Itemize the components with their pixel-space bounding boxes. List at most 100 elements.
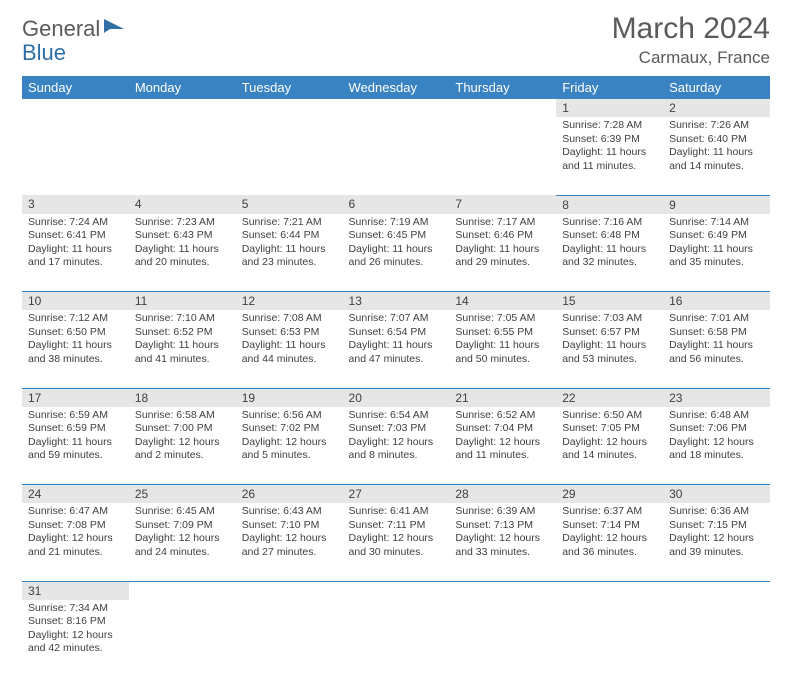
- sunset: Sunset: 7:03 PM: [349, 422, 444, 436]
- sunset: Sunset: 7:06 PM: [669, 422, 764, 436]
- daylight: Daylight: 12 hours and 8 minutes.: [349, 436, 444, 463]
- day-number: 29: [556, 485, 663, 504]
- sunrise: Sunrise: 6:52 AM: [455, 409, 550, 423]
- day-cell: Sunrise: 6:54 AMSunset: 7:03 PMDaylight:…: [343, 407, 450, 485]
- weekday-header: Tuesday: [236, 76, 343, 99]
- day-number: 22: [556, 388, 663, 407]
- sunset: Sunset: 6:54 PM: [349, 326, 444, 340]
- day-cell: Sunrise: 7:14 AMSunset: 6:49 PMDaylight:…: [663, 214, 770, 292]
- logo-flag-icon: [104, 19, 126, 35]
- day-number: 8: [556, 195, 663, 214]
- sunrise: Sunrise: 7:21 AM: [242, 216, 337, 230]
- daylight: Daylight: 11 hours and 56 minutes.: [669, 339, 764, 366]
- daylight: Daylight: 11 hours and 32 minutes.: [562, 243, 657, 270]
- sunrise: Sunrise: 6:59 AM: [28, 409, 123, 423]
- day-number: 14: [449, 292, 556, 311]
- sunrise: Sunrise: 7:28 AM: [562, 119, 657, 133]
- day-number: [129, 99, 236, 117]
- weekday-header: Monday: [129, 76, 236, 99]
- day-content-row: Sunrise: 7:34 AMSunset: 8:16 PMDaylight:…: [22, 600, 770, 678]
- sunset: Sunset: 6:53 PM: [242, 326, 337, 340]
- weekday-header-row: SundayMondayTuesdayWednesdayThursdayFrid…: [22, 76, 770, 99]
- daylight: Daylight: 11 hours and 14 minutes.: [669, 146, 764, 173]
- day-number: [236, 99, 343, 117]
- day-cell: Sunrise: 6:41 AMSunset: 7:11 PMDaylight:…: [343, 503, 450, 581]
- day-cell: [663, 600, 770, 678]
- day-cell: Sunrise: 7:28 AMSunset: 6:39 PMDaylight:…: [556, 117, 663, 195]
- day-cell: [236, 600, 343, 678]
- day-cell: [449, 117, 556, 195]
- day-cell: [449, 600, 556, 678]
- day-cell: Sunrise: 6:39 AMSunset: 7:13 PMDaylight:…: [449, 503, 556, 581]
- logo-text-general: General: [22, 16, 100, 42]
- sunset: Sunset: 6:58 PM: [669, 326, 764, 340]
- sunrise: Sunrise: 7:26 AM: [669, 119, 764, 133]
- day-cell: Sunrise: 7:26 AMSunset: 6:40 PMDaylight:…: [663, 117, 770, 195]
- sunrise: Sunrise: 7:14 AM: [669, 216, 764, 230]
- day-number: [663, 581, 770, 600]
- day-content-row: Sunrise: 6:47 AMSunset: 7:08 PMDaylight:…: [22, 503, 770, 581]
- sunset: Sunset: 6:55 PM: [455, 326, 550, 340]
- sunrise: Sunrise: 6:41 AM: [349, 505, 444, 519]
- day-cell: [236, 117, 343, 195]
- day-cell: Sunrise: 6:59 AMSunset: 6:59 PMDaylight:…: [22, 407, 129, 485]
- daylight: Daylight: 12 hours and 21 minutes.: [28, 532, 123, 559]
- day-cell: Sunrise: 7:34 AMSunset: 8:16 PMDaylight:…: [22, 600, 129, 678]
- sunset: Sunset: 7:15 PM: [669, 519, 764, 533]
- day-number: 17: [22, 388, 129, 407]
- title-block: March 2024 Carmaux, France: [612, 12, 770, 68]
- day-number: [449, 99, 556, 117]
- sunset: Sunset: 7:04 PM: [455, 422, 550, 436]
- day-cell: Sunrise: 6:37 AMSunset: 7:14 PMDaylight:…: [556, 503, 663, 581]
- daylight: Daylight: 12 hours and 39 minutes.: [669, 532, 764, 559]
- day-content-row: Sunrise: 7:12 AMSunset: 6:50 PMDaylight:…: [22, 310, 770, 388]
- day-cell: Sunrise: 7:23 AMSunset: 6:43 PMDaylight:…: [129, 214, 236, 292]
- day-cell: Sunrise: 7:12 AMSunset: 6:50 PMDaylight:…: [22, 310, 129, 388]
- sunset: Sunset: 6:46 PM: [455, 229, 550, 243]
- day-number: 3: [22, 195, 129, 214]
- daylight: Daylight: 11 hours and 50 minutes.: [455, 339, 550, 366]
- sunrise: Sunrise: 7:24 AM: [28, 216, 123, 230]
- day-cell: Sunrise: 6:58 AMSunset: 7:00 PMDaylight:…: [129, 407, 236, 485]
- day-cell: Sunrise: 6:47 AMSunset: 7:08 PMDaylight:…: [22, 503, 129, 581]
- day-number: 10: [22, 292, 129, 311]
- day-cell: Sunrise: 6:56 AMSunset: 7:02 PMDaylight:…: [236, 407, 343, 485]
- day-number: 1: [556, 99, 663, 117]
- day-number: [236, 581, 343, 600]
- day-cell: [129, 600, 236, 678]
- daynum-row: 3456789: [22, 195, 770, 214]
- day-cell: Sunrise: 7:17 AMSunset: 6:46 PMDaylight:…: [449, 214, 556, 292]
- weekday-header: Saturday: [663, 76, 770, 99]
- day-cell: Sunrise: 7:05 AMSunset: 6:55 PMDaylight:…: [449, 310, 556, 388]
- sunset: Sunset: 6:44 PM: [242, 229, 337, 243]
- sunrise: Sunrise: 6:47 AM: [28, 505, 123, 519]
- daylight: Daylight: 11 hours and 41 minutes.: [135, 339, 230, 366]
- day-cell: Sunrise: 7:08 AMSunset: 6:53 PMDaylight:…: [236, 310, 343, 388]
- day-number: 27: [343, 485, 450, 504]
- daynum-row: 10111213141516: [22, 292, 770, 311]
- day-number: 28: [449, 485, 556, 504]
- day-number: 4: [129, 195, 236, 214]
- sunset: Sunset: 7:05 PM: [562, 422, 657, 436]
- daylight: Daylight: 12 hours and 11 minutes.: [455, 436, 550, 463]
- sunrise: Sunrise: 7:07 AM: [349, 312, 444, 326]
- daylight: Daylight: 12 hours and 2 minutes.: [135, 436, 230, 463]
- day-cell: [556, 600, 663, 678]
- day-number: 31: [22, 581, 129, 600]
- day-number: [129, 581, 236, 600]
- day-number: [343, 581, 450, 600]
- daylight: Daylight: 12 hours and 27 minutes.: [242, 532, 337, 559]
- day-number: 25: [129, 485, 236, 504]
- day-number: 13: [343, 292, 450, 311]
- sunset: Sunset: 6:52 PM: [135, 326, 230, 340]
- daylight: Daylight: 11 hours and 23 minutes.: [242, 243, 337, 270]
- daylight: Daylight: 11 hours and 11 minutes.: [562, 146, 657, 173]
- sunrise: Sunrise: 7:08 AM: [242, 312, 337, 326]
- sunset: Sunset: 7:11 PM: [349, 519, 444, 533]
- sunrise: Sunrise: 6:54 AM: [349, 409, 444, 423]
- sunset: Sunset: 7:10 PM: [242, 519, 337, 533]
- sunset: Sunset: 7:13 PM: [455, 519, 550, 533]
- sunrise: Sunrise: 7:10 AM: [135, 312, 230, 326]
- day-number: 24: [22, 485, 129, 504]
- sunset: Sunset: 7:02 PM: [242, 422, 337, 436]
